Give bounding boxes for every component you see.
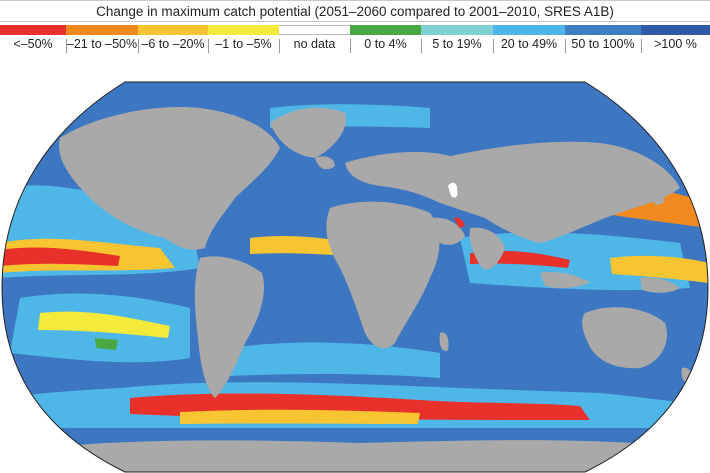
legend-item-20-to-49: 20 to 49% xyxy=(493,23,565,67)
legend-item-50-to-100: 50 to 100% xyxy=(565,23,641,67)
ocean-band-west-pacific xyxy=(460,232,690,291)
legend-swatch xyxy=(493,25,565,35)
ocean-band-southern-ocean-moderate xyxy=(180,409,420,424)
legend-label: –21 to –50% xyxy=(66,37,138,51)
legend-label: 20 to 49% xyxy=(500,37,558,51)
legend-label: 0 to 4% xyxy=(364,37,407,51)
ocean-patch-positive-small xyxy=(95,338,118,350)
ocean-band-tropical-west-pacific xyxy=(610,255,708,283)
legend-swatch xyxy=(421,25,493,35)
legend-swatch xyxy=(565,25,641,35)
map-frame xyxy=(1,81,709,473)
land-antarctica xyxy=(2,440,708,472)
legend-item-minus21-to-minus50: –21 to –50% xyxy=(66,23,138,67)
legend-divider xyxy=(421,39,422,53)
land-north-america xyxy=(59,107,281,250)
legend-label: >100 % xyxy=(654,37,697,51)
ocean-band-south-atlantic xyxy=(230,342,440,378)
world-map xyxy=(1,81,709,473)
legend-item-lt-minus50: <–50% xyxy=(0,23,66,67)
legend-divider xyxy=(66,39,67,53)
land-new-guinea xyxy=(640,277,680,293)
legend-swatch xyxy=(138,25,208,35)
no-data-caspian-sea xyxy=(448,182,458,198)
land-south-america xyxy=(194,256,265,398)
land-arabia xyxy=(429,217,465,245)
legend-divider xyxy=(641,39,642,53)
legend-divider xyxy=(138,39,139,53)
legend-item-5-to-19: 5 to 19% xyxy=(421,23,493,67)
legend-item-minus1-to-minus5: –1 to –5% xyxy=(208,23,279,67)
land-japan xyxy=(650,190,665,205)
legend-item-no-data: no data xyxy=(279,23,350,67)
land-indonesia xyxy=(540,272,590,289)
legend-swatch xyxy=(208,25,279,35)
legend-label: 50 to 100% xyxy=(571,37,635,51)
land-layer xyxy=(2,107,708,472)
land-british-isles xyxy=(315,156,335,170)
legend-divider xyxy=(208,39,209,53)
legend-swatch xyxy=(641,25,710,35)
legend-swatch xyxy=(66,25,138,35)
legend-label: 5 to 19% xyxy=(432,37,482,51)
legend-swatch xyxy=(350,25,421,35)
legend-divider xyxy=(565,39,566,53)
land-madagascar xyxy=(439,332,449,352)
legend-swatch xyxy=(279,25,350,35)
legend-label: no data xyxy=(293,37,336,51)
ocean-band-pacific-subtropical xyxy=(38,311,170,338)
legend-divider xyxy=(279,39,280,53)
ocean-band-pacific-equator xyxy=(2,247,120,266)
land-eurasia xyxy=(345,141,680,243)
land-africa xyxy=(326,201,440,349)
legend-label: –1 to –5% xyxy=(215,37,272,51)
land-greenland xyxy=(270,107,346,158)
land-india xyxy=(469,227,505,270)
legend-item-minus6-to-minus20: –6 to –20% xyxy=(138,23,208,67)
legend-item-0-to-4: 0 to 4% xyxy=(350,23,421,67)
legend-divider xyxy=(350,39,351,53)
legend-label: –6 to –20% xyxy=(141,37,205,51)
legend: <–50% –21 to –50% –6 to –20% –1 to –5% n… xyxy=(0,23,710,67)
persian-gulf-decline xyxy=(454,217,465,228)
legend-item-gt-100: >100 % xyxy=(641,23,710,67)
legend-swatch xyxy=(0,25,66,35)
map-title: Change in maximum catch potential (2051–… xyxy=(0,0,710,22)
land-australia xyxy=(582,307,668,369)
legend-divider xyxy=(493,39,494,53)
ocean-change-layer xyxy=(2,104,708,428)
legend-label: <–50% xyxy=(13,37,53,51)
